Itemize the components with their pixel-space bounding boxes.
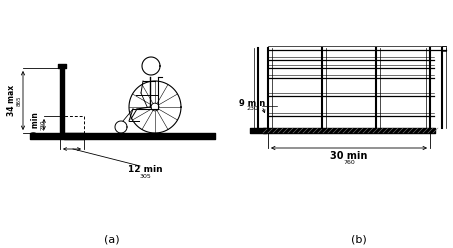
Text: 760: 760 bbox=[343, 160, 355, 165]
Text: 34 max: 34 max bbox=[8, 85, 16, 116]
Text: 865: 865 bbox=[16, 95, 21, 106]
Text: 9 min: 9 min bbox=[32, 113, 40, 136]
Text: 230: 230 bbox=[246, 106, 258, 112]
Text: 230: 230 bbox=[40, 119, 45, 130]
Text: 9 min: 9 min bbox=[239, 98, 265, 107]
Text: 305: 305 bbox=[139, 175, 151, 180]
Text: 30 min: 30 min bbox=[330, 151, 368, 161]
Text: (b): (b) bbox=[351, 235, 367, 245]
Text: (a): (a) bbox=[104, 235, 120, 245]
Text: 12 min: 12 min bbox=[128, 165, 162, 175]
